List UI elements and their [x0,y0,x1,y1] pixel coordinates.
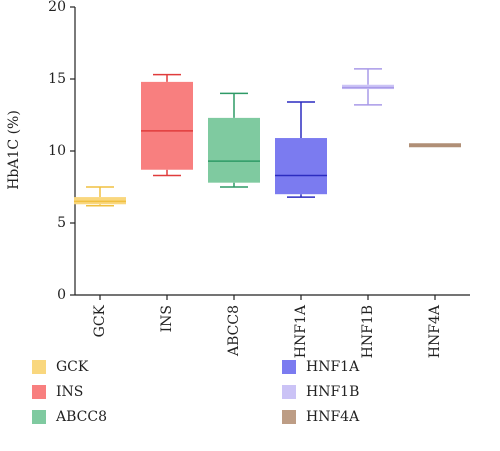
x-tick-label: INS [159,305,175,332]
legend-label: HNF4A [306,409,360,425]
legend-swatch [32,360,46,374]
x-tick-label: ABCC8 [226,305,242,357]
x-tick-label: HNF1A [293,304,309,358]
y-tick-label: 10 [48,143,66,159]
y-tick-label: 20 [48,0,66,15]
x-tick-label: GCK [92,304,108,337]
box [275,138,327,195]
x-tick-label: HNF4A [427,304,443,358]
y-tick-label: 15 [48,71,66,87]
y-axis-label: HbA1C (%) [6,110,22,190]
legend-label: HNF1A [306,359,360,375]
legend-label: ABCC8 [55,409,107,425]
legend-label: HNF1B [306,384,359,400]
legend-swatch [32,385,46,399]
legend-label: INS [56,384,83,400]
legend-swatch [282,410,296,424]
legend-swatch [282,385,296,399]
legend-label: GCK [56,359,89,375]
box [141,81,193,170]
y-tick-label: 0 [57,287,66,303]
y-tick-label: 5 [57,215,66,231]
x-tick-label: HNF1B [360,305,376,358]
legend-swatch [282,360,296,374]
legend-swatch [32,410,46,424]
box [208,117,260,183]
